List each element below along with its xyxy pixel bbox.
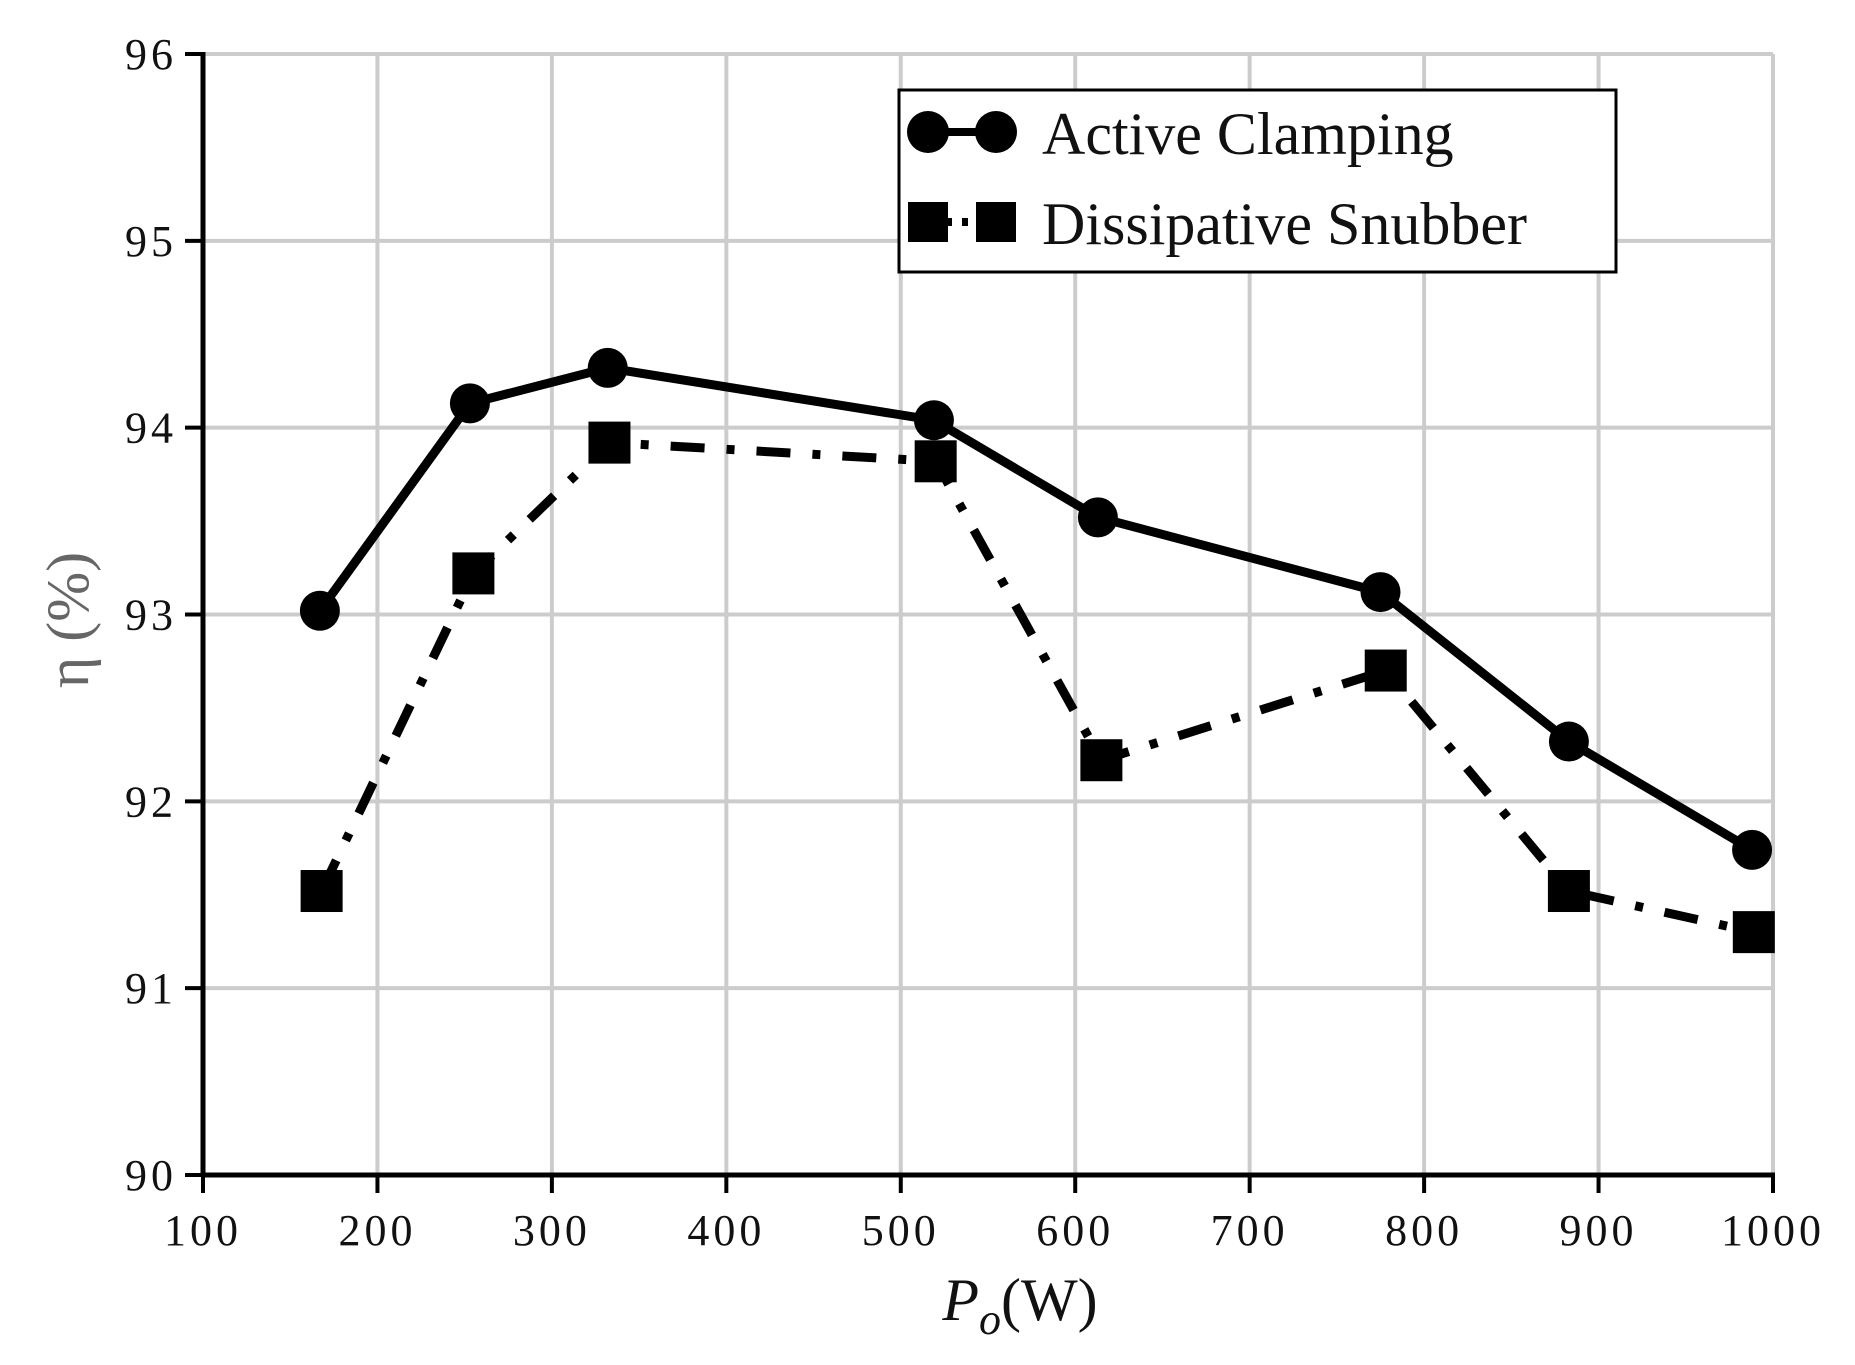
series-dissipative-snubber <box>300 421 1775 954</box>
legend-label-active-clamping: Active Clamping <box>1042 101 1454 167</box>
data-series <box>299 347 1775 954</box>
legend-entry-dissipative-snubber: Dissipative Snubber <box>908 191 1527 257</box>
y-tick-label-92: 92 <box>125 777 177 826</box>
y-tick-label-90: 90 <box>125 1151 177 1200</box>
axes <box>185 52 1775 1193</box>
point-dissipative-snubber-3 <box>914 440 957 483</box>
legend-label-dissipative-snubber: Dissipative Snubber <box>1042 191 1527 257</box>
y-tick-label-93: 93 <box>125 591 177 640</box>
point-active-clamping-1 <box>449 383 490 424</box>
y-tick-label-91: 91 <box>125 964 177 1013</box>
legend-marker-dissipative-snubber-left <box>908 202 948 242</box>
x-tick-label-100: 100 <box>164 1206 242 1255</box>
legend-marker-dissipative-snubber-right <box>976 202 1016 242</box>
x-tick-label-700: 700 <box>1211 1206 1289 1255</box>
x-tick-label-300: 300 <box>513 1206 591 1255</box>
point-dissipative-snubber-7 <box>1732 911 1775 954</box>
x-tick-label-1000: 1000 <box>1721 1206 1825 1255</box>
x-tick-label-600: 600 <box>1036 1206 1114 1255</box>
point-dissipative-snubber-5 <box>1364 649 1407 692</box>
point-dissipative-snubber-1 <box>452 552 495 595</box>
legend-box <box>897 88 1618 274</box>
point-active-clamping-3 <box>913 400 954 441</box>
x-tick-label-500: 500 <box>862 1206 940 1255</box>
point-dissipative-snubber-4 <box>1080 739 1123 782</box>
point-dissipative-snubber-6 <box>1547 870 1590 913</box>
x-tick-label-900: 900 <box>1560 1206 1638 1255</box>
y-tick-label-95: 95 <box>125 217 177 266</box>
x-tick-label-400: 400 <box>687 1206 765 1255</box>
x-axis-title-subscript: o <box>979 1295 1001 1344</box>
legend-marker-active-clamping-right <box>975 111 1017 153</box>
point-active-clamping-2 <box>587 347 628 388</box>
point-active-clamping-7 <box>1732 829 1773 870</box>
point-active-clamping-0 <box>299 590 340 631</box>
legend-entry-active-clamping: Active Clamping <box>907 101 1454 167</box>
x-axis-title-unit: (W) <box>1001 1267 1098 1333</box>
x-tick-label-200: 200 <box>338 1206 416 1255</box>
tick-labels: 90 91 92 93 94 95 96 100 200 300 400 500 600 700 800 90… <box>125 30 1825 1255</box>
legend: Active Clamping Dissipative Snubber <box>897 88 1618 274</box>
point-dissipative-snubber-0 <box>300 870 343 913</box>
point-active-clamping-5 <box>1360 572 1401 613</box>
point-dissipative-snubber-2 <box>588 421 631 464</box>
series-active-clamping <box>299 347 1773 870</box>
legend-marker-active-clamping-left <box>907 111 949 153</box>
y-axis-title: η (%) <box>35 552 101 688</box>
x-tick-label-800: 800 <box>1385 1206 1463 1255</box>
x-axis-title: Po(W) <box>941 1267 1097 1344</box>
series-line-active-clamping <box>316 363 1755 854</box>
series-line-dissipative-snubber <box>317 438 1755 937</box>
x-axis-title-main: P <box>941 1267 979 1333</box>
y-tick-label-94: 94 <box>125 404 177 453</box>
y-tick-label-96: 96 <box>125 30 177 79</box>
point-active-clamping-4 <box>1077 497 1118 538</box>
point-active-clamping-6 <box>1548 721 1589 762</box>
